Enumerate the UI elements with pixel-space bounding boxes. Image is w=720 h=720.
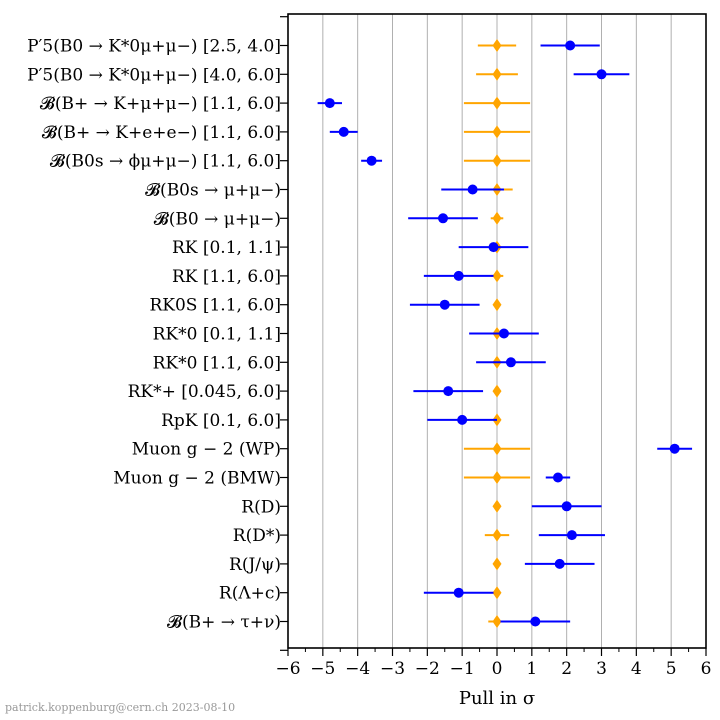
x-tick-label: 2 bbox=[561, 659, 572, 679]
category-label: RK*0 [0.1, 1.1] bbox=[153, 325, 281, 345]
x-tick-label: 1 bbox=[526, 659, 537, 679]
measured-marker bbox=[338, 126, 349, 137]
predicted-series bbox=[463, 39, 531, 628]
x-tick-label: −6 bbox=[275, 659, 300, 679]
category-label: RK*+ [0.045, 6.0] bbox=[128, 382, 281, 402]
predicted-marker bbox=[492, 442, 502, 456]
x-tick-label: −2 bbox=[415, 659, 440, 679]
measured-marker bbox=[453, 587, 464, 598]
x-tick-label: −1 bbox=[450, 659, 475, 679]
x-tick-label: 5 bbox=[666, 659, 677, 679]
predicted-marker bbox=[492, 211, 502, 225]
category-label: 𝓑(B+ → K+e+e−) [1.1, 6.0] bbox=[42, 123, 281, 143]
measured-marker bbox=[552, 472, 563, 483]
category-label: 𝓑(B0s → ϕμ+μ−) [1.1, 6.0] bbox=[50, 152, 281, 172]
category-label: P′5(B0 → K*0μ+μ−) [4.0, 6.0] bbox=[27, 65, 281, 85]
predicted-marker bbox=[492, 384, 502, 398]
category-label: 𝓑(B+ → τ+ν) bbox=[167, 613, 281, 633]
predicted-marker bbox=[492, 471, 502, 484]
category-label: RK [0.1, 1.1] bbox=[172, 238, 281, 258]
x-axis-title: Pull in σ bbox=[459, 688, 535, 709]
category-label: R(D) bbox=[241, 497, 281, 517]
category-label: Muon g − 2 (BMW) bbox=[113, 469, 281, 489]
category-label: 𝓑(B+ → K+μ+μ−) [1.1, 6.0] bbox=[40, 94, 281, 114]
predicted-marker bbox=[492, 557, 502, 571]
x-tick-label: −3 bbox=[380, 659, 405, 679]
measured-series bbox=[317, 40, 693, 627]
measured-marker bbox=[566, 530, 577, 541]
predicted-marker bbox=[492, 586, 502, 600]
category-label: P′5(B0 → K*0μ+μ−) [2.5, 4.0] bbox=[27, 37, 281, 57]
x-tick-label: 0 bbox=[492, 659, 503, 679]
x-tick-label: −4 bbox=[345, 659, 370, 679]
predicted-marker bbox=[492, 269, 502, 283]
predicted-marker bbox=[492, 67, 502, 81]
y-axis-ticks bbox=[280, 16, 288, 651]
measured-marker bbox=[443, 386, 454, 397]
predicted-marker bbox=[492, 499, 502, 513]
predicted-marker bbox=[492, 154, 502, 168]
predicted-marker bbox=[492, 615, 502, 628]
x-tick-label: 3 bbox=[596, 659, 607, 679]
plot-frame bbox=[287, 13, 707, 649]
category-label: RK0S [1.1, 6.0] bbox=[149, 296, 281, 316]
x-tick-label: 6 bbox=[701, 659, 712, 679]
measured-marker bbox=[596, 69, 607, 80]
measured-marker bbox=[505, 357, 516, 368]
measured-marker bbox=[554, 558, 565, 569]
x-tick-label: −5 bbox=[310, 659, 335, 679]
measured-marker bbox=[324, 98, 335, 109]
measured-marker bbox=[453, 270, 464, 281]
category-label: R(J/ψ) bbox=[229, 555, 281, 575]
measured-marker bbox=[467, 184, 478, 195]
measured-marker bbox=[457, 414, 468, 425]
predicted-marker bbox=[492, 96, 502, 110]
category-labels: P′5(B0 → K*0μ+μ−) [2.5, 4.0] P′5(B0 → K*0… bbox=[27, 37, 281, 633]
category-label: Muon g − 2 (WP) bbox=[132, 440, 281, 460]
category-label: 𝓑(B0 → μ+μ−) bbox=[154, 209, 281, 229]
measured-marker bbox=[488, 242, 499, 253]
x-tick-label: 4 bbox=[631, 659, 642, 679]
measured-marker bbox=[498, 328, 509, 339]
measured-marker bbox=[669, 443, 680, 454]
predicted-marker bbox=[492, 298, 502, 312]
category-label: R(D*) bbox=[233, 526, 281, 546]
predicted-marker bbox=[492, 528, 502, 542]
measured-marker bbox=[561, 501, 572, 512]
x-axis-ticks: −6 −5 −4 −3 −2 −1 0 1 2 3 4 5 6 bbox=[275, 648, 711, 679]
measured-marker bbox=[439, 299, 450, 310]
measured-marker bbox=[530, 616, 541, 627]
category-label: RK*0 [1.1, 6.0] bbox=[153, 353, 281, 373]
predicted-marker bbox=[492, 125, 502, 139]
measured-marker bbox=[565, 40, 576, 51]
measured-marker bbox=[438, 213, 449, 224]
credit-text: patrick.koppenburg@cern.ch 2023-08-10 bbox=[5, 701, 235, 714]
category-label: R(Λ+c) bbox=[219, 584, 281, 604]
category-label: RpK [0.1, 6.0] bbox=[161, 411, 281, 431]
measured-marker bbox=[366, 155, 377, 166]
category-label: 𝓑(B0s → μ+μ−) bbox=[145, 181, 281, 201]
category-label: RK [1.1, 6.0] bbox=[172, 267, 281, 287]
predicted-marker bbox=[492, 39, 502, 52]
